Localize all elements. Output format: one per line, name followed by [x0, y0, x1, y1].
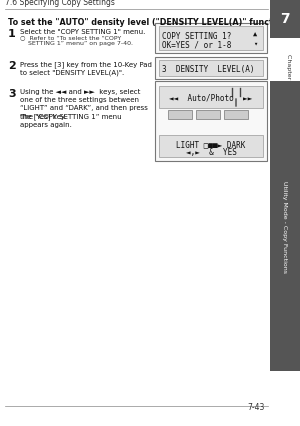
Text: Using the ◄◄ and ►►  keys, select
one of the three settings between
“LIGHT” and : Using the ◄◄ and ►► keys, select one of … — [20, 89, 148, 119]
Bar — [159, 87, 263, 109]
Text: To set the "AUTO" density level ("DENSITY LEVEL(A)" function): To set the "AUTO" density level ("DENSIT… — [8, 18, 290, 27]
Text: Select the "COPY SETTING 1" menu.: Select the "COPY SETTING 1" menu. — [20, 29, 146, 35]
Bar — [155, 24, 267, 54]
Text: 2: 2 — [8, 61, 16, 71]
Text: Utility Mode - Copy Functions: Utility Mode - Copy Functions — [283, 181, 287, 272]
Text: Press the [3] key from the 10-Key Pad
to select "DENSITY LEVEL(A)".: Press the [3] key from the 10-Key Pad to… — [20, 61, 152, 76]
Text: 7: 7 — [280, 12, 290, 26]
Text: 1: 1 — [8, 29, 16, 39]
Text: COPY SETTING 1?: COPY SETTING 1? — [162, 32, 231, 41]
Text: 3: 3 — [8, 89, 16, 99]
Bar — [270, 0, 300, 39]
Bar — [159, 136, 263, 158]
Text: LIGHT □■■► DARK: LIGHT □■■► DARK — [176, 140, 246, 149]
Text: ▾: ▾ — [253, 40, 257, 46]
Text: 3  DENSITY  LEVEL(A): 3 DENSITY LEVEL(A) — [162, 65, 254, 74]
Text: 7.6 Specifying Copy Settings: 7.6 Specifying Copy Settings — [5, 0, 115, 7]
Bar — [159, 27, 263, 51]
Text: ▲: ▲ — [253, 32, 257, 38]
Bar — [155, 58, 267, 80]
Text: OK=YES / or 1-8: OK=YES / or 1-8 — [162, 40, 231, 49]
Text: ○  Refer to “To select the “COPY
    SETTING 1” menu” on page 7-40.: ○ Refer to “To select the “COPY SETTING … — [20, 35, 133, 46]
Bar — [270, 82, 300, 371]
Bar — [159, 61, 263, 77]
Bar — [168, 111, 192, 120]
Text: ◄◄  Auto/Photo  ►►: ◄◄ Auto/Photo ►► — [169, 93, 253, 102]
Text: Chapter 7: Chapter 7 — [286, 54, 292, 86]
Text: ◄,►  &  YES: ◄,► & YES — [186, 147, 236, 156]
Text: The “COPY SETTING 1” menu
appears again.: The “COPY SETTING 1” menu appears again. — [20, 114, 122, 128]
Bar — [196, 111, 220, 120]
Bar — [224, 111, 248, 120]
Bar — [155, 82, 267, 161]
Text: 7-43: 7-43 — [248, 402, 265, 411]
